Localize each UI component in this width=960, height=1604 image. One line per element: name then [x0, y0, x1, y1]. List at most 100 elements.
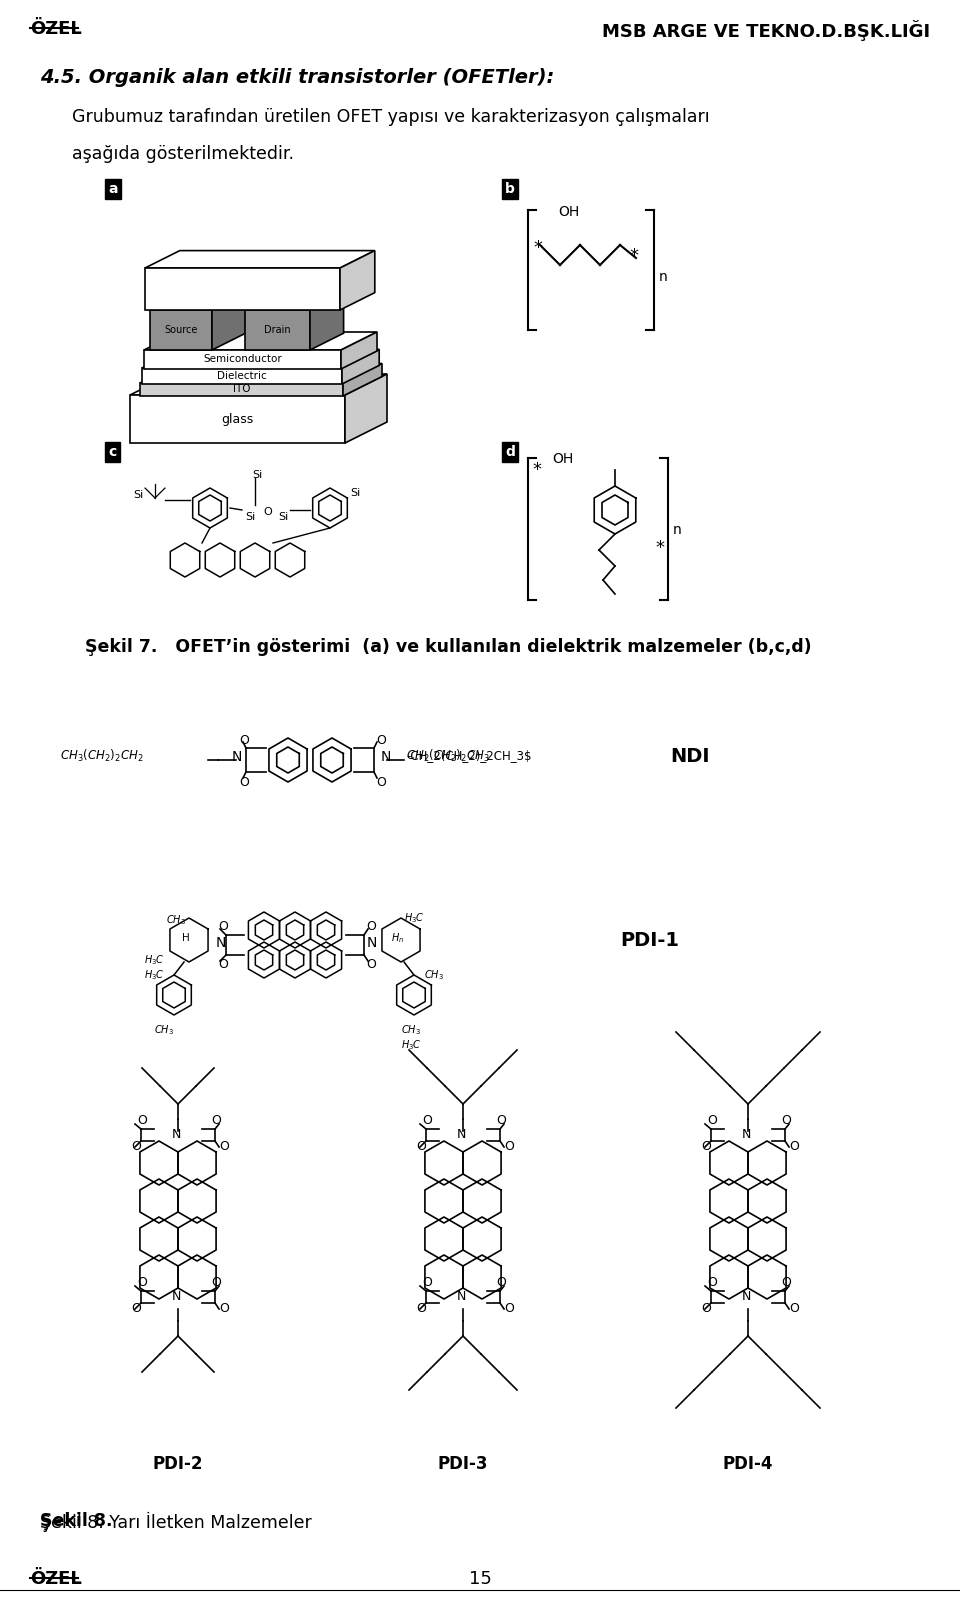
Polygon shape: [144, 332, 377, 350]
Polygon shape: [130, 395, 345, 443]
Text: $CH_3(CH_2)_2CH_2$: $CH_3(CH_2)_2CH_2$: [60, 747, 144, 764]
Text: $H_3C$: $H_3C$: [144, 969, 165, 982]
Polygon shape: [145, 250, 374, 268]
Text: *: *: [533, 239, 542, 257]
Text: *: *: [629, 247, 638, 265]
Polygon shape: [245, 310, 310, 350]
Text: O: O: [707, 1115, 717, 1128]
Text: OH: OH: [552, 452, 573, 467]
Text: b: b: [505, 181, 515, 196]
Text: Source: Source: [164, 326, 198, 335]
Text: $H_3C$: $H_3C$: [401, 1038, 421, 1052]
Text: Drain: Drain: [264, 326, 291, 335]
Text: $CH_3$: $CH_3$: [166, 913, 186, 927]
Text: PDI-3: PDI-3: [438, 1455, 489, 1472]
Text: ITO: ITO: [232, 385, 251, 395]
Text: Si: Si: [350, 488, 360, 497]
Polygon shape: [150, 294, 246, 310]
Text: N: N: [742, 1129, 752, 1142]
Text: Şekil 8.: Şekil 8.: [40, 1513, 112, 1530]
Text: OH: OH: [558, 205, 579, 220]
Text: N: N: [742, 1291, 752, 1304]
Text: $CH_3$: $CH_3$: [154, 1023, 174, 1036]
Text: O: O: [504, 1140, 514, 1153]
Polygon shape: [140, 383, 343, 396]
Text: O: O: [131, 1140, 141, 1153]
Text: O: O: [416, 1302, 426, 1315]
Text: N: N: [457, 1291, 467, 1304]
Polygon shape: [150, 310, 212, 350]
Text: $H_3C$: $H_3C$: [144, 953, 165, 967]
Text: n: n: [659, 269, 668, 284]
Text: O: O: [422, 1277, 432, 1290]
Polygon shape: [130, 374, 387, 395]
Polygon shape: [245, 294, 344, 310]
Text: N: N: [216, 937, 227, 950]
Text: O: O: [366, 921, 376, 934]
Text: O: O: [701, 1140, 710, 1153]
Text: aşağıda gösterilmektedir.: aşağıda gösterilmektedir.: [72, 144, 294, 164]
Polygon shape: [342, 350, 379, 383]
Text: O: O: [376, 775, 386, 789]
Text: 4.5. Organik alan etkili transistorler (OFETler):: 4.5. Organik alan etkili transistorler (…: [40, 67, 554, 87]
Text: O: O: [218, 921, 228, 934]
Text: Şekil 7.   OFET’in gösterimi  (a) ve kullanılan dielektrik malzemeler (b,c,d): Şekil 7. OFET’in gösterimi (a) ve kullan…: [85, 638, 811, 656]
Polygon shape: [343, 364, 382, 396]
Text: glass: glass: [222, 412, 253, 425]
Text: O: O: [781, 1115, 791, 1128]
Text: ÖZEL: ÖZEL: [30, 19, 82, 38]
Text: O: O: [366, 959, 376, 972]
Text: Dielectric: Dielectric: [217, 371, 267, 382]
Text: N: N: [457, 1129, 467, 1142]
Text: O: O: [781, 1277, 791, 1290]
Text: MSB ARGE VE TEKNO.D.BŞK.LIĞI: MSB ARGE VE TEKNO.D.BŞK.LIĞI: [602, 19, 930, 42]
Text: *: *: [655, 539, 664, 557]
Polygon shape: [345, 374, 387, 443]
Text: $CH_3$: $CH_3$: [401, 1023, 420, 1036]
Text: O: O: [707, 1277, 717, 1290]
Text: O: O: [219, 1140, 228, 1153]
Polygon shape: [142, 367, 342, 383]
Polygon shape: [145, 268, 340, 310]
Text: O: O: [504, 1302, 514, 1315]
Text: O: O: [211, 1277, 221, 1290]
Text: Şekil 8. Yarı İletken Malzemeler: Şekil 8. Yarı İletken Malzemeler: [40, 1513, 312, 1532]
Text: O: O: [376, 733, 386, 746]
Text: N: N: [232, 751, 242, 764]
Text: N: N: [367, 937, 377, 950]
Text: O: O: [239, 775, 249, 789]
Text: O: O: [496, 1115, 506, 1128]
Polygon shape: [341, 332, 377, 369]
Text: O: O: [219, 1302, 228, 1315]
Text: H: H: [182, 934, 190, 943]
Text: $CH_2(CH_2)_2CH_3$: $CH_2(CH_2)_2CH_3$: [406, 747, 490, 764]
Text: O: O: [218, 959, 228, 972]
Text: ÖZEL: ÖZEL: [30, 1570, 82, 1588]
Polygon shape: [340, 250, 374, 310]
Text: n: n: [673, 523, 682, 537]
Text: Si: Si: [278, 512, 288, 521]
Text: O: O: [789, 1140, 799, 1153]
Text: c: c: [108, 444, 116, 459]
Text: O: O: [789, 1302, 799, 1315]
Polygon shape: [144, 350, 341, 369]
Text: $CH_3$: $CH_3$: [424, 969, 444, 982]
Text: O: O: [239, 733, 249, 746]
Text: Si: Si: [252, 470, 262, 480]
Text: N: N: [172, 1129, 181, 1142]
Text: d: d: [505, 444, 515, 459]
Text: *: *: [532, 460, 541, 480]
Text: Si: Si: [133, 489, 143, 500]
Text: Grubumuz tarafından üretilen OFET yapısı ve karakterizasyon çalışmaları: Grubumuz tarafından üretilen OFET yapısı…: [72, 107, 709, 127]
Text: Semiconductor: Semiconductor: [204, 354, 282, 364]
Text: O: O: [137, 1277, 147, 1290]
Text: O: O: [137, 1115, 147, 1128]
Text: N: N: [172, 1291, 181, 1304]
Text: a: a: [108, 181, 117, 196]
Polygon shape: [142, 350, 379, 367]
Polygon shape: [310, 294, 344, 350]
Text: PDI-2: PDI-2: [153, 1455, 204, 1472]
Polygon shape: [140, 364, 382, 383]
Polygon shape: [212, 294, 246, 350]
Text: O: O: [496, 1277, 506, 1290]
